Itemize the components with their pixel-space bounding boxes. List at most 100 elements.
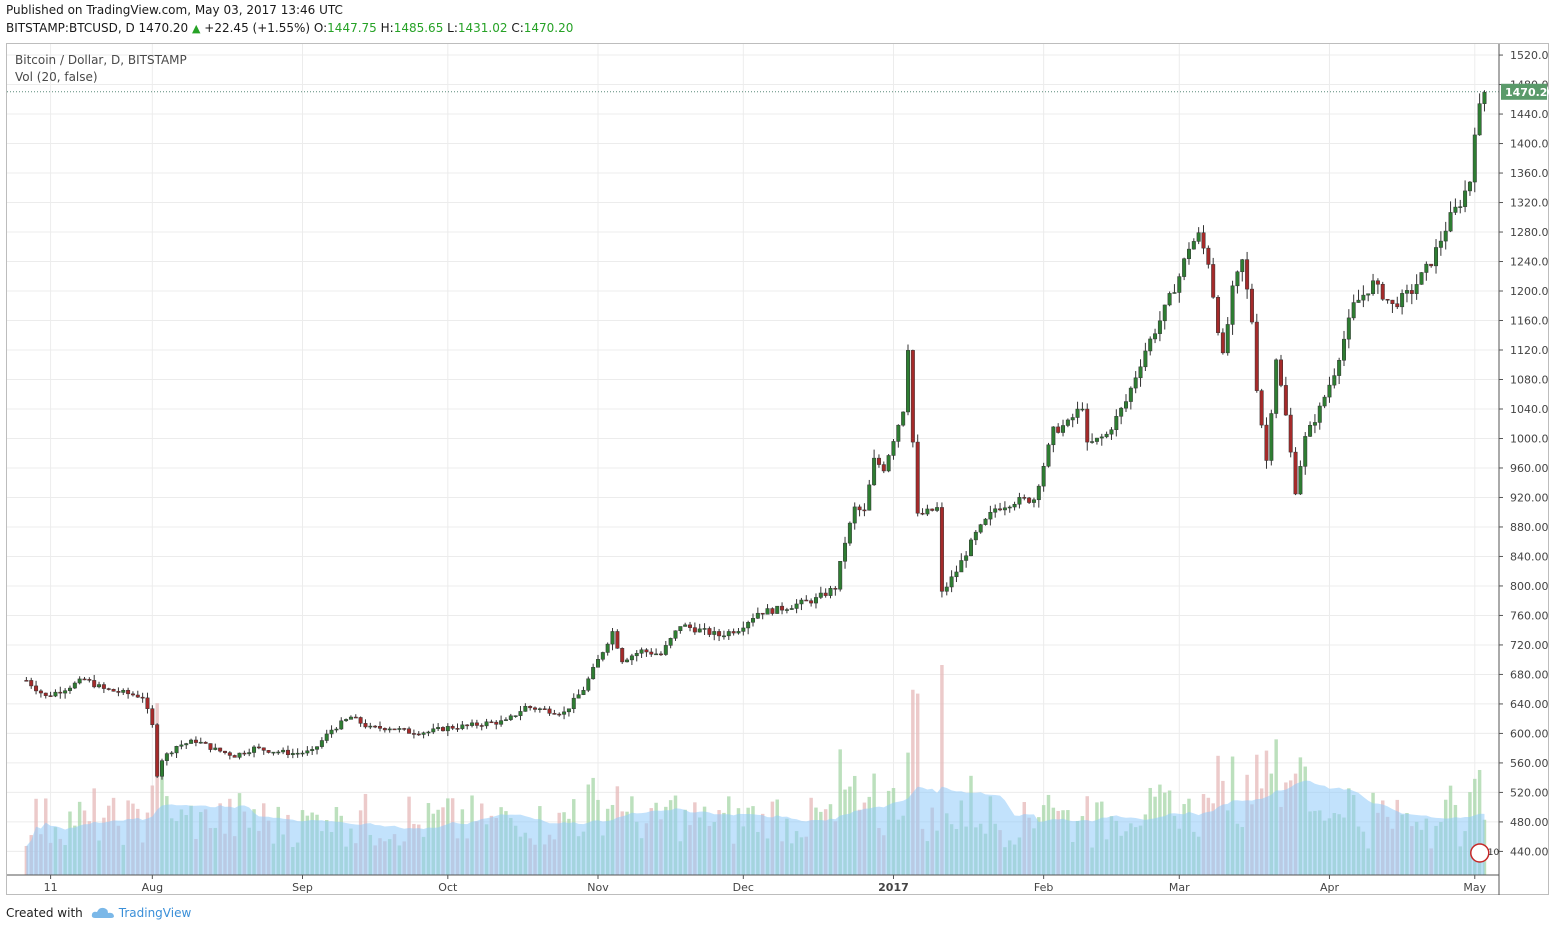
candle-body — [1186, 248, 1191, 259]
candle-body — [281, 749, 286, 753]
candle-body — [392, 728, 397, 731]
candle-body — [775, 605, 780, 614]
candle-body — [823, 592, 828, 596]
candle-body — [1153, 333, 1158, 340]
candle-body — [969, 539, 973, 557]
candle-body — [566, 708, 571, 713]
candle-body — [615, 631, 620, 649]
candle-body — [620, 648, 625, 663]
candle-body — [523, 705, 528, 712]
candle-body — [629, 655, 634, 661]
candle-body — [198, 741, 203, 744]
y-tick-label: 1160.00 — [1510, 315, 1549, 328]
price-chart[interactable]: 440.00 480.00 520.00 560.00 600.00 640.00 680.… — [6, 43, 1549, 895]
candle-body — [363, 723, 368, 728]
candle-body — [324, 733, 329, 741]
y-tick-label: 920.00 — [1510, 491, 1549, 504]
candle-body — [707, 628, 712, 635]
candle-body — [552, 713, 557, 715]
volume-bar — [911, 689, 915, 875]
candle-body — [915, 441, 920, 514]
candle-body — [586, 678, 591, 691]
candle-body — [1400, 293, 1405, 308]
candle-body — [266, 750, 271, 753]
candle-body — [1419, 272, 1424, 285]
candle-body — [43, 692, 48, 696]
candle-body — [731, 631, 736, 634]
candle-body — [528, 705, 533, 709]
candle-body — [1012, 503, 1017, 508]
x-tick-label: Oct — [438, 881, 458, 894]
candle-body — [896, 424, 901, 442]
candle-body — [639, 649, 644, 654]
candle-body — [780, 605, 785, 611]
event-badge-icon — [1470, 843, 1490, 863]
candle-body — [38, 690, 43, 694]
candle-body — [169, 752, 174, 755]
candle-body — [533, 707, 537, 710]
candle-body — [431, 728, 436, 733]
candle-body — [1157, 320, 1162, 334]
candle-body — [1356, 299, 1361, 303]
candle-body — [959, 560, 964, 573]
candle-body — [1114, 416, 1119, 430]
candle-body — [227, 752, 232, 756]
candle-body — [692, 627, 697, 633]
candle-body — [29, 680, 34, 687]
candle-body — [1182, 258, 1187, 277]
symbol-label[interactable]: BITSTAMP:BTCUSD, D — [6, 21, 135, 35]
candle-body — [736, 631, 741, 634]
candle-body — [150, 708, 155, 725]
candle-body — [1458, 206, 1463, 208]
candle-body — [189, 739, 194, 744]
candle-body — [1124, 401, 1128, 409]
candle-body — [397, 728, 402, 730]
footer-brand-link[interactable]: TradingView — [118, 906, 192, 920]
candle-body — [111, 688, 116, 692]
candle-body — [1317, 405, 1322, 423]
x-tick-label: Aug — [142, 881, 163, 894]
candle-body — [92, 680, 97, 688]
candle-body — [901, 411, 906, 426]
candle-body — [261, 747, 266, 751]
candle-body — [993, 508, 998, 513]
candle-body — [339, 720, 344, 730]
candle-body — [465, 724, 470, 727]
candle-body — [440, 727, 445, 732]
candle-body — [426, 731, 431, 734]
x-tick-label: 11 — [44, 881, 58, 894]
candle-body — [1220, 332, 1225, 354]
candle-body — [789, 608, 794, 610]
price-change: +22.45 (+1.55%) — [204, 21, 311, 35]
candle-body — [1254, 321, 1259, 391]
candle-body — [954, 571, 959, 578]
candle-body — [334, 728, 339, 731]
candle-body — [1051, 426, 1056, 446]
candle-body — [1346, 317, 1351, 340]
candle-body — [1216, 297, 1221, 333]
candle-body — [755, 612, 760, 619]
candle-body — [87, 679, 92, 681]
candle-body — [106, 688, 111, 690]
candle-body — [843, 542, 848, 562]
candle-body — [673, 630, 678, 639]
candle-body — [72, 682, 77, 689]
candle-body — [973, 531, 978, 541]
candle-body — [208, 743, 213, 750]
candle-body — [455, 728, 460, 730]
candle-body — [998, 508, 1003, 511]
candle-body — [562, 711, 567, 715]
candle-body — [353, 716, 358, 719]
candle-body — [518, 711, 523, 716]
candle-body — [1337, 360, 1342, 376]
candle-body — [290, 753, 295, 755]
last-price: 1470.20 — [138, 21, 189, 35]
candle-body — [247, 752, 252, 755]
candle-body — [668, 638, 673, 646]
y-tick-label: 520.00 — [1510, 786, 1549, 799]
candle-body — [1453, 206, 1458, 213]
candle-body — [305, 750, 310, 754]
candle-body — [964, 555, 969, 561]
high-label: H: — [380, 21, 394, 35]
candle-body — [1351, 302, 1356, 319]
